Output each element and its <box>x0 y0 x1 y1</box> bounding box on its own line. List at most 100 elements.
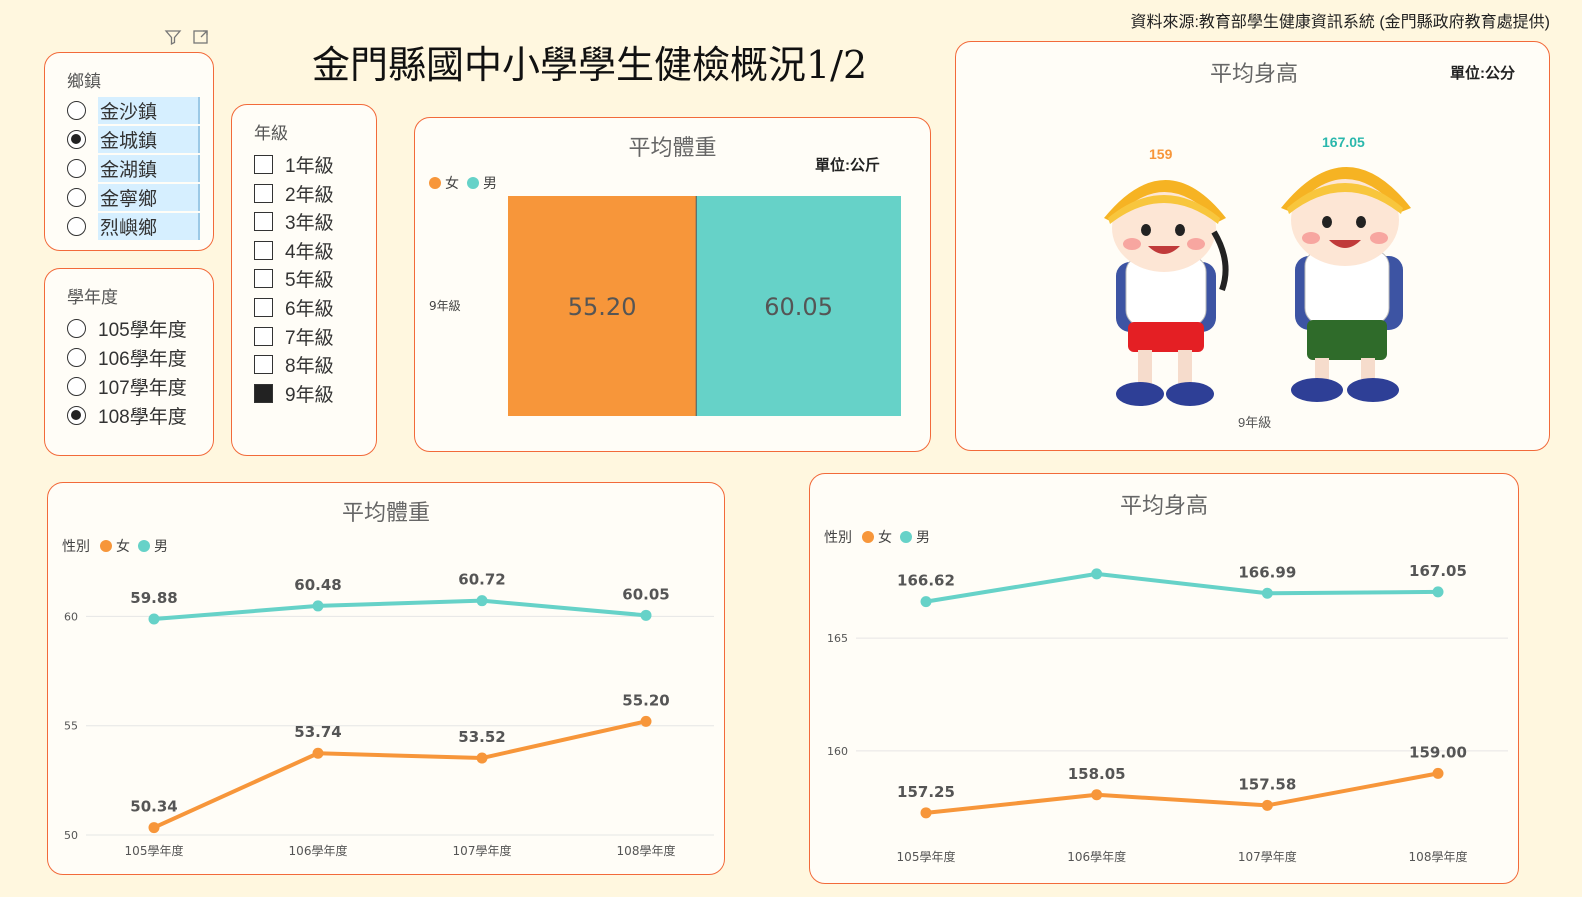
visual-header <box>164 28 210 46</box>
legend-title: 性別 <box>62 538 90 554</box>
x-tick-label: 105學年度 <box>125 843 184 858</box>
township-option[interactable]: 烈嶼鄉 <box>67 213 200 240</box>
legend-male-dot <box>900 531 912 543</box>
year-option[interactable]: 106學年度 <box>67 344 187 371</box>
radio-button[interactable] <box>67 130 86 149</box>
grade-option[interactable]: 2年級 <box>254 180 334 207</box>
x-tick-label: 107學年度 <box>1238 849 1297 864</box>
grade-slicer-title: 年級 <box>254 124 288 143</box>
grade-option[interactable]: 1年級 <box>254 151 334 178</box>
township-option[interactable]: 金寧鄉 <box>67 184 200 211</box>
x-tick-label: 106學年度 <box>1067 849 1126 864</box>
radio-button[interactable] <box>67 406 86 425</box>
checkbox[interactable] <box>254 326 273 346</box>
filter-icon[interactable] <box>164 28 182 46</box>
radio-button[interactable] <box>67 159 86 178</box>
option-label: 107學年度 <box>98 378 187 399</box>
legend-male-label: 男 <box>154 538 168 554</box>
option-label: 金湖鎮 <box>98 155 200 182</box>
data-point <box>920 596 932 608</box>
checkbox[interactable] <box>254 298 273 317</box>
series-line-male <box>153 598 647 622</box>
grade-option[interactable]: 5年級 <box>254 265 334 292</box>
series-line-female <box>153 719 647 830</box>
checkbox[interactable] <box>254 155 273 174</box>
data-label: 157.58 <box>1238 775 1296 793</box>
checkbox[interactable] <box>254 383 273 403</box>
weight-bar-plot: 55.20 60.05 9年級 <box>429 196 901 416</box>
option-label: 金沙鎮 <box>98 97 200 124</box>
data-point <box>148 822 160 834</box>
radio-button[interactable] <box>67 188 86 207</box>
data-point <box>312 600 324 612</box>
data-point <box>1261 587 1273 599</box>
township-slicer: 鄉鎮 金沙鎮 金城鎮 金湖鎮 金寧鄉 烈嶼鄉 <box>44 52 214 251</box>
female-height-value: 159 <box>1149 146 1173 162</box>
checkbox[interactable] <box>254 269 273 289</box>
option-label: 108學年度 <box>98 407 187 428</box>
height-unit-label: 單位:公分 <box>1450 65 1515 82</box>
x-tick-label: 108學年度 <box>617 843 676 858</box>
data-label: 53.74 <box>294 723 341 741</box>
data-label: 60.72 <box>458 571 505 589</box>
radio-button[interactable] <box>67 348 86 367</box>
data-point <box>920 807 932 819</box>
legend-male-dot <box>467 177 479 189</box>
radio-button[interactable] <box>67 101 86 120</box>
boy-student-illustration <box>1281 167 1411 402</box>
avg-height-line-chart: 平均身高 性別 女 男 160 165 105學年度 106學年度 107學年度 108學… <box>809 473 1519 884</box>
radio-button[interactable] <box>67 377 86 396</box>
year-option[interactable]: 107學年度 <box>67 373 187 400</box>
township-option[interactable]: 金湖鎮 <box>67 155 200 182</box>
option-label: 5年級 <box>285 270 334 292</box>
grade-slicer: 年級 1年級 2年級 3年級 4年級 5年級 6年級 7年級 8年級 9年級 <box>231 104 377 456</box>
avg-weight-line-chart: 平均體重 性別 女 男 50 55 60 105學年度 106學年度 107學年度 108學… <box>47 482 725 875</box>
data-label: 166.99 <box>1238 563 1296 581</box>
legend-title: 性別 <box>824 529 852 545</box>
series-line-male <box>925 571 1439 604</box>
grade-option[interactable]: 9年級 <box>254 380 334 407</box>
avg-weight-bar-title: 平均體重 <box>628 135 717 160</box>
grade-option[interactable]: 6年級 <box>254 294 334 321</box>
legend-male-dot <box>138 540 150 552</box>
legend-female-label: 女 <box>116 538 130 554</box>
legend-male-label: 男 <box>916 529 930 545</box>
grade-option[interactable]: 8年級 <box>254 351 334 378</box>
weight-line-plot: 50 55 60 105學年度 106學年度 107學年度 108學年度 50.34 53.74… <box>64 571 714 858</box>
option-label: 烈嶼鄉 <box>98 213 200 240</box>
data-point <box>312 747 324 759</box>
data-label: 60.05 <box>622 585 669 603</box>
option-label: 金寧鄉 <box>98 184 200 211</box>
checkbox[interactable] <box>254 212 273 232</box>
bar-male <box>696 196 901 416</box>
data-point <box>148 613 160 625</box>
checkbox[interactable] <box>254 355 273 375</box>
option-label: 金城鎮 <box>98 126 200 153</box>
township-option[interactable]: 金城鎮 <box>67 126 200 153</box>
data-label: 159.00 <box>1409 743 1467 761</box>
grade-option[interactable]: 3年級 <box>254 208 334 235</box>
checkbox[interactable] <box>254 240 273 260</box>
avg-height-card: 平均身高 單位:公分 159 167.05 <box>955 41 1550 451</box>
data-label: 157.25 <box>897 783 955 801</box>
school-year-slicer-title: 學年度 <box>67 288 118 307</box>
township-option[interactable]: 金沙鎮 <box>67 97 200 124</box>
page-title: 金門縣國中小學學生健檢概況1/2 <box>312 43 868 87</box>
township-slicer-title: 鄉鎮 <box>67 72 101 91</box>
data-point <box>476 752 488 764</box>
data-label: 158.05 <box>1068 765 1126 783</box>
y-tick-label: 165 <box>827 632 848 645</box>
year-option[interactable]: 108學年度 <box>67 402 187 429</box>
data-point <box>640 715 652 727</box>
legend-male-label: 男 <box>483 175 497 191</box>
grade-option[interactable]: 7年級 <box>254 323 334 350</box>
focus-mode-icon[interactable] <box>192 28 210 46</box>
radio-button[interactable] <box>67 319 86 338</box>
height-line-legend: 性別 女 男 <box>824 527 930 547</box>
radio-button[interactable] <box>67 217 86 236</box>
data-point <box>1091 789 1103 801</box>
grade-option[interactable]: 4年級 <box>254 237 334 264</box>
year-option[interactable]: 105學年度 <box>67 315 187 342</box>
checkbox[interactable] <box>254 183 273 203</box>
y-tick-label: 160 <box>827 745 848 758</box>
